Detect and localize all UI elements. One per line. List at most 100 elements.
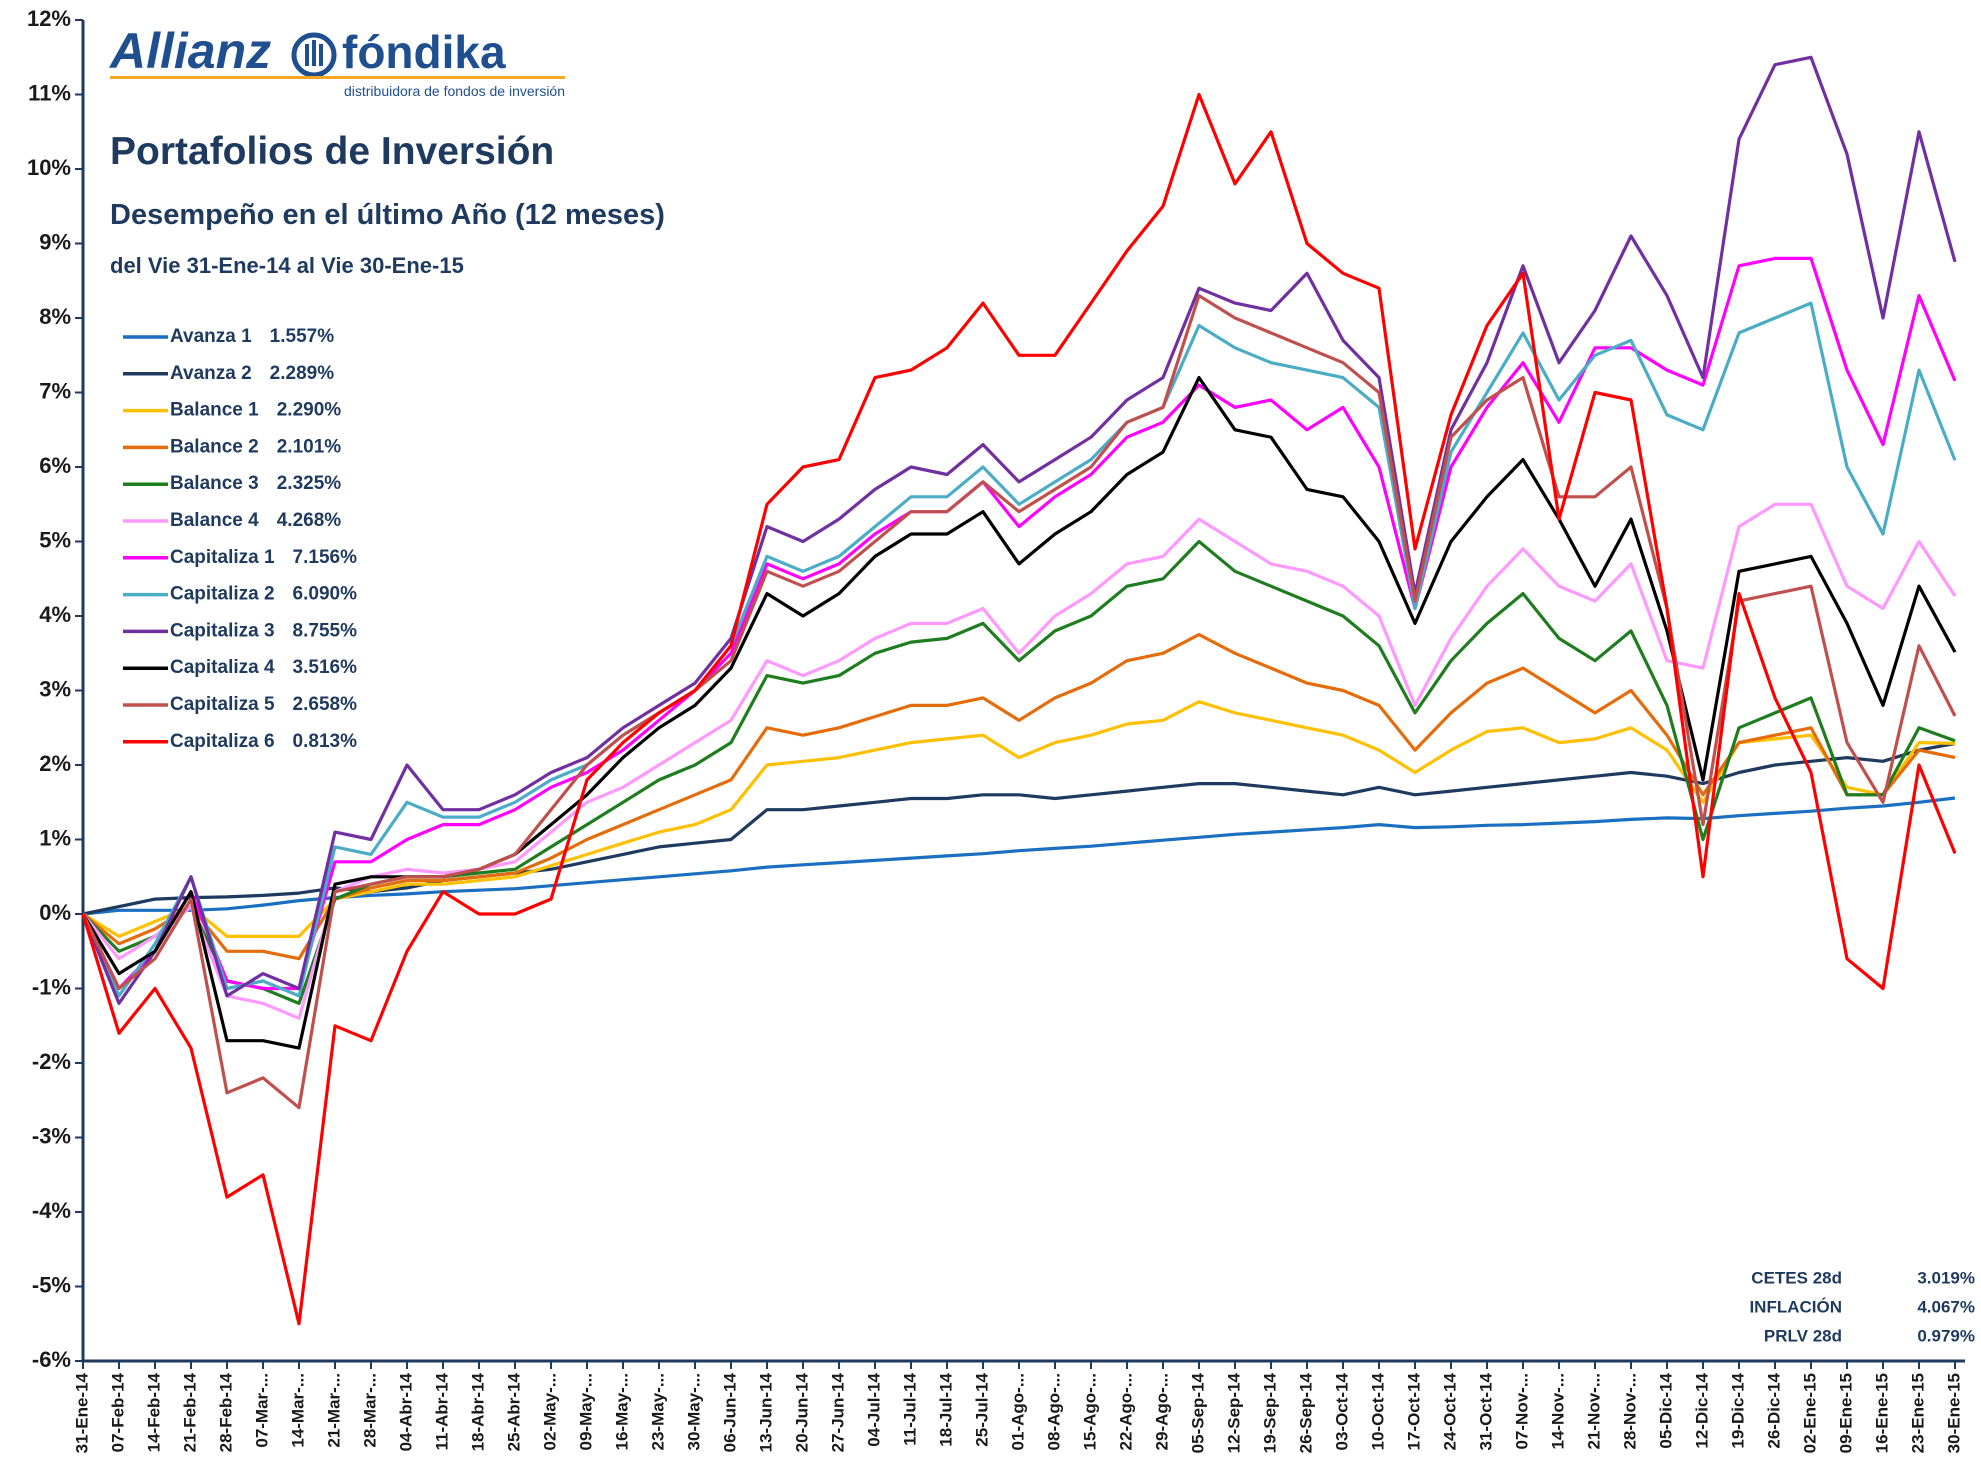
reference-name: INFLACIÓN <box>1749 1297 1842 1316</box>
y-tick-label: 9% <box>39 229 71 254</box>
x-tick-label: 09-Ene-15 <box>1836 1373 1855 1453</box>
x-tick-label: 27-Jun-14 <box>828 1372 847 1452</box>
series-line <box>81 539 1956 1005</box>
series-line <box>82 741 1956 916</box>
legend-label: Capitaliza 1 <box>170 547 275 568</box>
x-tick-label: 14-Mar-... <box>288 1373 307 1448</box>
x-tick-label: 25-Abr-14 <box>504 1372 523 1451</box>
y-tick-label: -2% <box>32 1049 71 1074</box>
logo-icon <box>312 40 316 66</box>
x-tick-label: 16-Ene-15 <box>1872 1373 1891 1453</box>
x-tick-label: 19-Sep-14 <box>1260 1372 1279 1453</box>
x-tick-label: 14-Nov-... <box>1548 1373 1567 1450</box>
x-tick-label: 30-Ene-15 <box>1944 1373 1963 1453</box>
x-tick-label: 06-Jun-14 <box>720 1372 739 1452</box>
y-tick-label: 12% <box>27 6 71 31</box>
x-tick-label: 10-Oct-14 <box>1368 1372 1387 1450</box>
series-line <box>81 55 1957 1005</box>
legend-value: 2.289% <box>270 363 335 384</box>
logo-rule <box>110 76 565 79</box>
x-tick-label: 01-Ago-... <box>1008 1373 1027 1450</box>
y-tick-label: 4% <box>39 602 71 627</box>
x-tick-label: 11-Jul-14 <box>900 1372 919 1445</box>
x-tick-label: 12-Dic-14 <box>1692 1372 1711 1448</box>
x-tick-label: 04-Abr-14 <box>396 1372 415 1451</box>
x-tick-label: 14-Feb-14 <box>144 1372 163 1452</box>
y-tick-label: 3% <box>39 676 71 701</box>
x-tick-label: 20-Jun-14 <box>792 1372 811 1452</box>
legend-value: 0.813% <box>293 731 358 752</box>
date-range: del Vie 31-Ene-14 al Vie 30-Ene-15 <box>110 253 464 278</box>
logo-brand: Allianz <box>108 23 271 79</box>
legend-value: 2.325% <box>277 473 342 494</box>
y-tick-label: 7% <box>39 378 71 403</box>
x-tick-label: 07-Mar-... <box>252 1373 271 1448</box>
reference-value: 0.979% <box>1917 1326 1975 1345</box>
y-tick-label: 11% <box>28 80 71 105</box>
x-tick-label: 26-Dic-14 <box>1764 1372 1783 1448</box>
legend-label: Capitaliza 5 <box>170 694 275 715</box>
series-line <box>81 633 1956 961</box>
x-tick-label: 12-Sep-14 <box>1224 1372 1243 1453</box>
y-tick-label: -1% <box>32 974 71 999</box>
reference-value: 3.019% <box>1917 1268 1975 1287</box>
series-line <box>81 301 1957 998</box>
x-tick-label: 26-Sep-14 <box>1296 1372 1315 1453</box>
series-line <box>82 796 1956 916</box>
legend-label: Capitaliza 6 <box>170 731 275 752</box>
x-tick-label: 25-Jul-14 <box>972 1372 991 1446</box>
y-tick-label: 10% <box>27 155 71 180</box>
legend-label: Capitaliza 4 <box>170 657 275 678</box>
legend-value: 6.090% <box>293 584 358 605</box>
legend-value: 2.290% <box>277 400 342 421</box>
legend-label: Avanza 2 <box>170 363 252 384</box>
series-line <box>81 376 1957 1050</box>
x-tick-label: 28-Feb-14 <box>216 1372 235 1452</box>
y-tick-label: -4% <box>32 1198 71 1223</box>
y-tick-label: 6% <box>39 453 71 478</box>
x-tick-label: 21-Nov-... <box>1584 1373 1603 1450</box>
legend-label: Balance 3 <box>170 473 259 494</box>
x-tick-label: 07-Nov-... <box>1512 1373 1531 1450</box>
y-tick-label: -5% <box>32 1272 71 1297</box>
y-tick-label: 2% <box>39 751 71 776</box>
chart-subtitle: Desempeño en el último Año (12 meses) <box>110 199 665 231</box>
y-tick-label: -3% <box>32 1123 71 1148</box>
x-tick-label: 07-Feb-14 <box>108 1372 127 1452</box>
legend-label: Capitaliza 3 <box>170 620 275 641</box>
y-tick-label: 1% <box>39 825 71 850</box>
x-tick-label: 03-Oct-14 <box>1332 1372 1351 1450</box>
legend-value: 4.268% <box>277 510 342 531</box>
x-tick-label: 09-May-... <box>576 1373 595 1450</box>
x-tick-label: 13-Jun-14 <box>756 1372 775 1452</box>
x-tick-label: 11-Abr-14 <box>432 1372 451 1450</box>
legend-label: Avanza 1 <box>170 326 252 347</box>
series-line <box>81 92 1957 1326</box>
x-tick-label: 19-Dic-14 <box>1728 1372 1747 1448</box>
y-tick-label: 8% <box>39 304 71 329</box>
x-tick-label: 30-May-... <box>684 1373 703 1450</box>
logo-tagline: distribuidora de fondos de inversión <box>344 83 565 99</box>
x-tick-label: 23-Ene-15 <box>1908 1373 1927 1453</box>
x-tick-label: 31-Oct-14 <box>1476 1372 1495 1450</box>
x-tick-label: 02-Ene-15 <box>1800 1373 1819 1453</box>
y-tick-label: 5% <box>39 527 71 552</box>
x-tick-label: 28-Mar-... <box>360 1373 379 1448</box>
legend-value: 2.658% <box>293 694 358 715</box>
series-line <box>82 700 1956 938</box>
x-tick-label: 29-Ago-... <box>1152 1373 1171 1450</box>
legend-label: Balance 4 <box>170 510 259 531</box>
x-tick-label: 15-Ago-... <box>1080 1373 1099 1450</box>
x-tick-label: 18-Jul-14 <box>936 1372 955 1446</box>
legend-label: Balance 2 <box>170 436 259 457</box>
x-tick-label: 02-May-... <box>540 1373 559 1450</box>
x-tick-label: 24-Oct-14 <box>1440 1372 1459 1450</box>
x-tick-label: 28-Nov-... <box>1620 1373 1639 1450</box>
x-tick-label: 21-Feb-14 <box>180 1372 199 1452</box>
x-tick-label: 05-Dic-14 <box>1656 1372 1675 1448</box>
legend-label: Capitaliza 2 <box>170 584 275 605</box>
legend-value: 8.755% <box>293 620 358 641</box>
x-tick-label: 04-Jul-14 <box>864 1372 883 1446</box>
legend-value: 3.516% <box>293 657 358 678</box>
x-tick-label: 22-Ago-... <box>1116 1373 1135 1450</box>
